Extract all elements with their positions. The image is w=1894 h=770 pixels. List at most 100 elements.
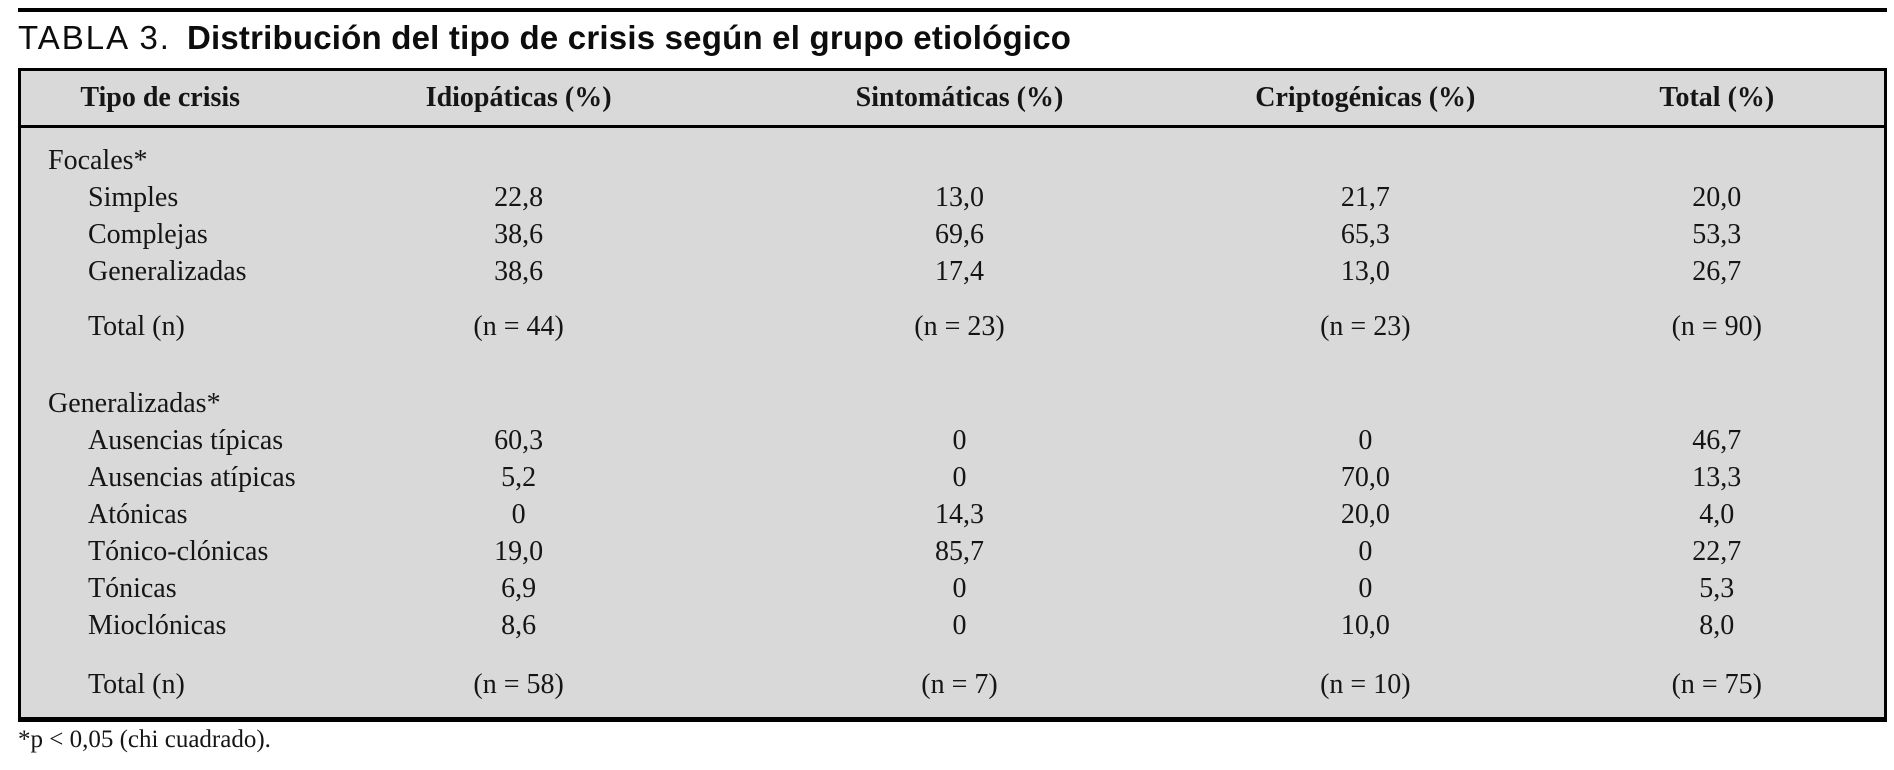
table-cell (299, 386, 738, 423)
header-row: Tipo de crisis Idiopáticas (%) Sintomáti… (19, 69, 1886, 128)
table-cell: (n = 44) (473, 311, 564, 342)
table-cell: 13,0 (1340, 256, 1390, 287)
spacer-cell (20, 704, 1886, 720)
table-row: Tónicas 6,9 0 0 5,3 (20, 571, 1886, 608)
column-header-idiopaticas: Idiopáticas (%) (299, 69, 738, 128)
table-cell: 53,3 (1692, 219, 1742, 250)
table-cell: 38,6 (494, 256, 544, 287)
table-cell: 46,7 (1692, 425, 1742, 456)
table-cell: 4,0 (1699, 499, 1735, 530)
table-cell: 17,4 (934, 256, 984, 287)
row-label: Complejas (88, 219, 208, 250)
table-cell: 22,8 (494, 182, 544, 213)
table-cell (299, 143, 738, 180)
spacer-row (20, 346, 1886, 386)
table-cell: 26,7 (1692, 256, 1742, 287)
table-cell: 20,0 (1340, 499, 1390, 530)
total-row: Total (n) (n = 58) (n = 7) (n = 10) (n = 75) (20, 667, 1886, 704)
row-label: Mioclónicas (88, 610, 227, 641)
table-cell: 0 (511, 499, 526, 530)
column-header-sintomaticas: Sintomáticas (%) (737, 69, 1182, 128)
title-rule (18, 8, 1887, 12)
table-row: Atónicas 0 14,3 20,0 4,0 (20, 497, 1886, 534)
table-row: Complejas 38,6 69,6 65,3 53,3 (20, 217, 1886, 254)
table-cell: 6,9 (501, 573, 537, 604)
row-label: Simples (88, 182, 179, 213)
table-cell: (n = 7) (921, 669, 998, 700)
table-cell (738, 386, 1181, 423)
crisis-distribution-table: Tipo de crisis Idiopáticas (%) Sintomáti… (18, 68, 1887, 722)
table-cell: 60,3 (494, 425, 544, 456)
row-label: Generalizadas (88, 256, 247, 287)
table-cell: 0 (952, 425, 967, 456)
table-row: Mioclónicas 8,6 0 10,0 8,0 (20, 608, 1886, 645)
row-label: Tónico-clónicas (88, 536, 269, 567)
table-header: Tipo de crisis Idiopáticas (%) Sintomáti… (19, 69, 1886, 128)
table-cell: (n = 75) (1671, 669, 1763, 700)
total-row: Total (n) (n = 44) (n = 23) (n = 23) (n = 90… (20, 309, 1886, 346)
table-cell: 0 (1358, 573, 1373, 604)
table-cell: (n = 58) (473, 669, 564, 700)
table-cell: 10,0 (1340, 610, 1390, 641)
row-label: Generalizadas* (48, 388, 221, 419)
spacer-row (20, 704, 1886, 720)
table-number: TABLA 3. (18, 19, 171, 56)
table-cell: 21,7 (1340, 182, 1390, 213)
table-cell: 5,3 (1699, 573, 1735, 604)
table-cell (1181, 143, 1550, 180)
spacer-cell (20, 645, 1886, 667)
row-label: Ausencias típicas (88, 425, 284, 456)
table-cell (738, 143, 1181, 180)
table-cell: 13,3 (1692, 462, 1742, 493)
table-cell: 19,0 (494, 536, 544, 567)
table-cell: 0 (952, 610, 967, 641)
column-header-tipo-de-crisis: Tipo de crisis (19, 69, 300, 128)
table-cell: 0 (952, 462, 967, 493)
spacer-row (20, 127, 1886, 143)
table-cell: 8,0 (1699, 610, 1735, 641)
section-header-row: Focales* (20, 143, 1886, 180)
footnote: *p < 0,05 (chi cuadrado). (18, 726, 271, 753)
table-cell: 65,3 (1340, 219, 1390, 250)
table-cell: (n = 90) (1671, 311, 1763, 342)
table-cell: 5,2 (501, 462, 537, 493)
section-header-row: Generalizadas* (20, 386, 1886, 423)
table-cell: 22,7 (1692, 536, 1742, 567)
table-cell: 69,6 (934, 219, 984, 250)
row-label: Total (n) (88, 669, 185, 700)
table-title: TABLA 3. Distribución del tipo de crisis … (18, 19, 1878, 57)
table-row: Ausencias atípicas 5,2 0 70,0 13,3 (20, 460, 1886, 497)
spacer-row (20, 291, 1886, 309)
table-cell: 14,3 (934, 499, 984, 530)
table-row: Ausencias típicas 60,3 0 0 46,7 (20, 423, 1886, 460)
table-cell (1550, 386, 1886, 423)
column-header-total: Total (%) (1549, 69, 1886, 128)
table-cell: (n = 23) (1320, 311, 1411, 342)
table-cell: 0 (952, 573, 967, 604)
spacer-row (20, 645, 1886, 667)
spacer-cell (20, 291, 1886, 309)
table-row: Tónico-clónicas 19,0 85,7 0 22,7 (20, 534, 1886, 571)
table-cell (1550, 143, 1886, 180)
table-cell: 85,7 (934, 536, 984, 567)
table-cell: 38,6 (494, 219, 544, 250)
column-header-criptogenicas: Criptogénicas (%) (1181, 69, 1550, 128)
table-cell: 70,0 (1340, 462, 1390, 493)
table-cell: 13,0 (934, 182, 984, 213)
table-cell: 20,0 (1692, 182, 1742, 213)
table-cell: 0 (1358, 425, 1373, 456)
table-body: Focales* Simples 22,8 13,0 21,7 20,0 Complejas… (20, 127, 1886, 720)
table-title-text: Distribución del tipo de crisis según el… (186, 19, 1072, 56)
table-cell: (n = 23) (914, 311, 1005, 342)
table-row: Simples 22,8 13,0 21,7 20,0 (20, 180, 1886, 217)
table-cell: (n = 10) (1320, 669, 1411, 700)
table-row: Generalizadas 38,6 17,4 13,0 26,7 (20, 254, 1886, 291)
table-cell: 0 (1358, 536, 1373, 567)
row-label: Atónicas (88, 499, 188, 530)
row-label: Tónicas (88, 573, 177, 604)
table-cell: 8,6 (501, 610, 537, 641)
row-label: Ausencias atípicas (88, 462, 296, 493)
row-label: Total (n) (88, 311, 185, 342)
spacer-cell (20, 127, 1886, 143)
